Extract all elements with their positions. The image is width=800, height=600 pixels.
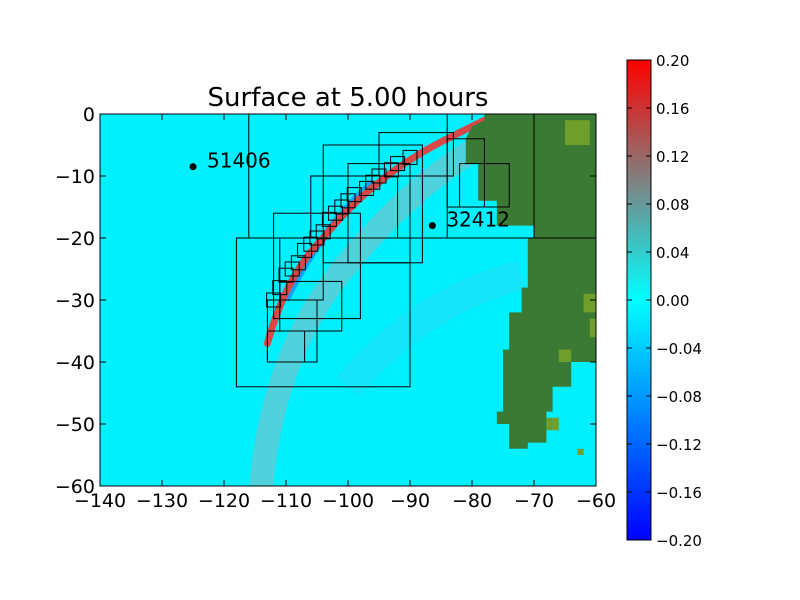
colorbar-tick-label: −0.20 <box>656 532 702 550</box>
axis-layer: −140 −130 −120 −110 −100 −90 −80 −70 −60 0 −10 −20 −… <box>55 104 616 512</box>
x-tick-label: −130 <box>136 490 188 512</box>
x-tick-label: −100 <box>322 490 374 512</box>
amr-fine-patch <box>365 174 381 190</box>
colorbar-tick-label: 0.08 <box>656 196 689 214</box>
y-tick-label: −60 <box>55 476 95 498</box>
colorbar: 0.20 0.16 0.12 0.08 0.04 0.00 −0.04 −0.08 −0.12 −… <box>626 52 702 550</box>
y-tick-label: −30 <box>55 290 95 312</box>
wave-front <box>263 116 488 347</box>
colorbar-tick-label: 0.16 <box>656 100 689 118</box>
chart-title: Surface at 5.00 hours <box>208 83 489 113</box>
x-tick-label: −120 <box>198 490 250 512</box>
y-tick-label: −40 <box>55 352 95 374</box>
land-highland <box>558 349 572 362</box>
wave-reflection <box>336 260 526 397</box>
gauge-layer: 51406 32412 <box>189 149 510 232</box>
amr-fine-patch <box>383 162 399 178</box>
amr-fine-patch <box>371 168 387 184</box>
plot-area: 51406 32412 <box>100 114 596 486</box>
amr-fine-patch <box>303 236 319 252</box>
land-highland <box>589 318 596 338</box>
gauge-marker <box>428 222 436 230</box>
amr-patch <box>310 175 399 239</box>
colorbar-tick-label: −0.16 <box>656 484 702 502</box>
gauge-label: 32412 <box>446 208 510 232</box>
land-highland <box>546 417 559 431</box>
amr-fine-patch <box>278 267 294 283</box>
amr-fine-patch <box>315 224 331 240</box>
amr-fine-patch <box>297 242 313 258</box>
amr-fine-patch <box>328 205 344 221</box>
amr-fine-patch <box>390 156 406 172</box>
colorbar-tick-label: −0.12 <box>656 436 702 454</box>
colorbar-tick-label: 0.20 <box>656 52 689 70</box>
colorbar-tick-label: −0.08 <box>656 388 702 406</box>
trailing-wave <box>249 140 479 486</box>
colorbar-tick-label: 0.00 <box>656 292 689 310</box>
amr-fine-patch <box>359 180 375 196</box>
amr-fine-patch <box>266 292 282 308</box>
amr-patch <box>273 212 361 320</box>
y-tick-label: −50 <box>55 414 95 436</box>
x-tick-label: −70 <box>514 490 554 512</box>
land-mass <box>465 114 596 449</box>
amr-fine-patch <box>340 193 356 209</box>
gauge-marker <box>189 163 197 171</box>
amr-patch <box>378 132 454 177</box>
colorbar-tick-label: −0.04 <box>656 340 702 358</box>
field-layer <box>249 116 526 486</box>
amr-patch-layer <box>235 114 596 388</box>
land-highland <box>583 293 596 313</box>
amr-patch <box>533 114 596 239</box>
amr-fine-patch <box>334 199 350 215</box>
x-tick-label: −80 <box>452 490 492 512</box>
amr-patch <box>279 280 343 332</box>
amr-fine-patch <box>272 280 288 296</box>
amr-fine-patch <box>284 261 300 277</box>
colorbar-tick-label: 0.04 <box>656 244 689 262</box>
y-tick-label: 0 <box>83 104 95 126</box>
y-tick-label: −20 <box>55 228 95 250</box>
land-highland <box>577 448 584 455</box>
gauge-label: 51406 <box>207 149 271 173</box>
amr-fine-patch <box>309 230 325 246</box>
amr-fine-patch <box>321 211 337 227</box>
colorbar-tick-label: 0.12 <box>656 148 689 166</box>
x-tick-label: −90 <box>390 490 430 512</box>
y-tick-label: −10 <box>55 166 95 188</box>
land-layer <box>465 114 596 455</box>
amr-fine-patch <box>346 187 362 203</box>
amr-patch <box>279 237 324 301</box>
land-highland <box>565 120 590 145</box>
x-tick-label: −110 <box>260 490 312 512</box>
colorbar-tick-layer: 0.20 0.16 0.12 0.08 0.04 0.00 −0.04 −0.08 −0.12 −… <box>627 52 702 550</box>
amr-fine-patch <box>290 255 306 271</box>
amr-fine-patch <box>402 149 418 165</box>
amr-patch <box>459 163 510 208</box>
x-tick-label: −60 <box>576 490 616 512</box>
x-tick-label: −140 <box>74 490 126 512</box>
